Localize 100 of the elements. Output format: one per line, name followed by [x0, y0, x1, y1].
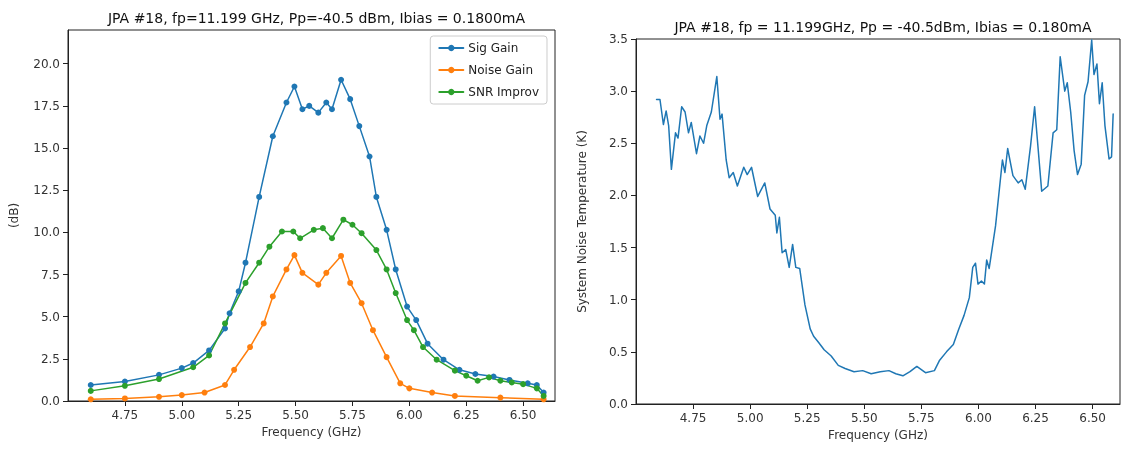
point	[190, 364, 197, 371]
x-axis-title: Frequency (GHz)	[261, 424, 362, 439]
point	[306, 102, 313, 109]
point	[231, 366, 238, 373]
y-tick-label: 3.0	[608, 84, 628, 99]
point	[413, 317, 420, 324]
point	[366, 153, 373, 160]
y-tick-label: 12.5	[33, 183, 60, 198]
point	[486, 374, 492, 381]
point	[497, 394, 504, 401]
point	[373, 247, 380, 254]
x-tick-label: 5.00	[168, 408, 196, 422]
point	[328, 235, 335, 242]
x-tick-label: 5.50	[850, 411, 878, 425]
legend-label: Sig Gain	[468, 41, 519, 55]
point	[497, 377, 504, 384]
point	[299, 269, 306, 276]
point	[156, 393, 163, 400]
point	[338, 76, 345, 83]
point	[451, 367, 458, 374]
y-tick-label: 3.5	[608, 32, 628, 46]
point	[404, 303, 411, 310]
chart-title: JPA #18, fp = 11.199GHz, Pp = -40.5dBm, Ibias = 0.180mA	[673, 19, 1092, 35]
point	[369, 327, 376, 334]
point	[222, 381, 229, 388]
point	[338, 252, 345, 259]
point	[315, 109, 322, 116]
point	[383, 226, 390, 233]
point	[266, 243, 273, 250]
point	[451, 392, 458, 399]
point	[222, 320, 229, 327]
point	[283, 99, 290, 106]
x-tick-label: 6.25	[1022, 411, 1049, 425]
x-tick-label: 6.25	[452, 408, 480, 422]
point	[226, 310, 233, 317]
y-tick-label: 0.0	[608, 397, 628, 411]
x-tick-label: 6.50	[509, 408, 537, 422]
x-tick-label: 5.50	[282, 408, 309, 422]
point	[433, 356, 440, 363]
x-tick-label: 4.75	[679, 411, 707, 425]
point	[474, 377, 481, 384]
point	[121, 382, 128, 389]
y-tick-label: 2.5	[40, 351, 60, 366]
point	[291, 252, 298, 259]
point	[406, 385, 413, 392]
point	[463, 372, 470, 379]
point	[533, 385, 540, 392]
point	[235, 288, 242, 295]
y-tick-label: 7.5	[40, 267, 60, 282]
point	[383, 266, 390, 273]
x-tick-label: 5.75	[908, 411, 935, 425]
point	[383, 354, 390, 361]
y-tick-label: 0.5	[608, 344, 628, 359]
chart-title: JPA #18, fp=11.199 GHz, Pp=-40.5 dBm, Ibias = 0.1800mA	[106, 10, 526, 26]
x-tick-label: 6.00	[396, 408, 423, 422]
point	[156, 376, 163, 383]
x-tick-label: 6.50	[1079, 411, 1106, 425]
point	[87, 387, 94, 394]
y-tick-label: 2.0	[608, 188, 628, 203]
point	[315, 281, 322, 288]
point	[358, 300, 365, 307]
point	[373, 193, 380, 200]
y-tick-label: 1.5	[608, 240, 628, 255]
y-tick-label: 2.5	[608, 136, 628, 151]
point	[256, 259, 263, 266]
point	[397, 380, 404, 387]
point	[87, 396, 94, 403]
point	[247, 344, 254, 351]
point	[178, 392, 185, 399]
point	[297, 235, 304, 242]
point	[323, 269, 330, 276]
point	[472, 371, 479, 378]
y-tick-label: 10.0	[33, 225, 60, 240]
point	[358, 230, 365, 237]
y-tick-label: 0.0	[40, 394, 60, 408]
point	[256, 193, 263, 200]
legend-label: Noise Gain	[468, 63, 533, 77]
point	[121, 395, 128, 402]
point	[201, 389, 208, 396]
point	[242, 279, 249, 286]
point	[242, 259, 249, 266]
legend-label: SNR Improv	[468, 85, 540, 99]
point	[520, 381, 527, 388]
x-tick-label: 5.00	[736, 411, 764, 425]
point	[356, 123, 363, 130]
point	[328, 106, 335, 113]
point	[278, 228, 285, 235]
point	[392, 290, 399, 297]
point	[206, 352, 213, 359]
x-tick-label: 5.25	[225, 408, 253, 422]
x-tick-label: 4.75	[111, 408, 139, 422]
y-tick-label: 5.0	[40, 309, 60, 324]
point	[310, 226, 317, 233]
point	[347, 279, 354, 286]
x-tick-label: 5.25	[793, 411, 821, 425]
point	[283, 266, 290, 273]
y-tick-label: 17.5	[33, 98, 60, 113]
x-tick-label: 5.75	[339, 408, 366, 422]
y-tick-label: 20.0	[33, 56, 60, 71]
point	[319, 225, 326, 232]
